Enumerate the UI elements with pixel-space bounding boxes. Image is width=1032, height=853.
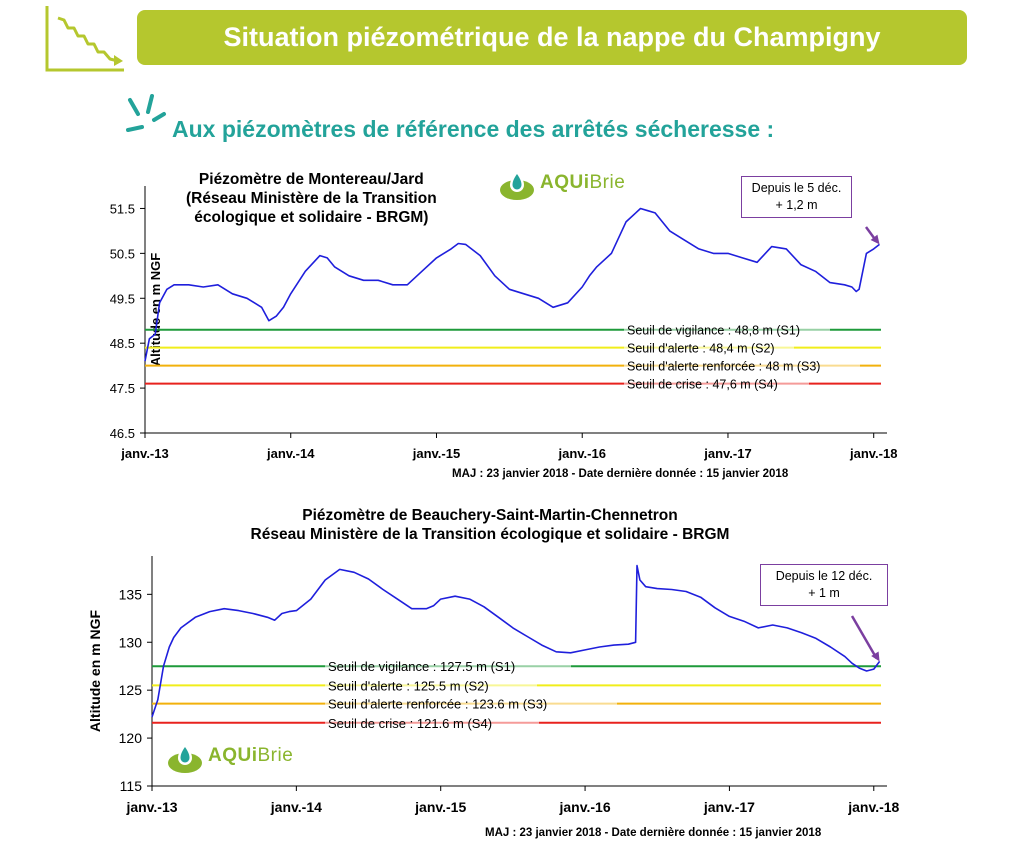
chart1-callout-line2: + 1,2 m: [775, 198, 818, 212]
chart2-callout-line1: Depuis le 12 déc.: [775, 569, 873, 583]
chart1-threshold-label-bg: [624, 357, 860, 373]
chart1-y-tick-label: 50.5: [110, 246, 135, 261]
chart2-callout-line2: + 1 m: [808, 586, 840, 600]
aquibrie-logo-text: AQUiBrie: [540, 172, 626, 193]
chart1-y-tick-label: 46.5: [110, 426, 135, 441]
chart2-y-tick-label: 135: [119, 586, 143, 602]
chart2-title: Piézomètre de Beauchery-Saint-Martin-Che…: [150, 506, 830, 544]
chart2-y-tick-label: 125: [119, 682, 143, 698]
chart1-title: Piézomètre de Montereau/Jard (Réseau Min…: [186, 170, 437, 227]
chart1-callout: Depuis le 5 déc. + 1,2 m: [741, 176, 852, 218]
chart2-threshold-label: Seuil d'alerte : 125.5 m (S2): [328, 678, 489, 693]
chart2-series-line: [151, 564, 881, 718]
chart1-y-tick-label: 49.5: [110, 291, 135, 306]
chart2-y-tick-label: 115: [120, 778, 143, 794]
chart2-threshold-label: Seuil de crise : 121.6 m (S4): [328, 716, 492, 731]
declining-graph-icon: [42, 4, 127, 79]
chart1-callout-arrowhead: [870, 234, 880, 245]
chart2-x-tick-label: janv.-18: [847, 799, 899, 815]
chart1-threshold-label-bg: [624, 339, 794, 355]
aquibrie-logo-text-2: AQUiBrie: [208, 745, 294, 766]
section-subtitle: Aux piézomètres de référence des arrêtés…: [172, 116, 775, 142]
chart2-x-tick-label: janv.-13: [125, 799, 177, 815]
chart2-threshold-label: Seuil de vigilance : 127.5 m (S1): [328, 659, 515, 674]
chart1-x-tick-label: janv.-14: [266, 446, 315, 461]
chart2-footer: MAJ : 23 janvier 2018 - Date dernière do…: [485, 827, 822, 839]
chart2-callout-arrow: [850, 615, 878, 660]
chart2-threshold-label-bg: [325, 714, 539, 730]
chart1-title-line2: (Réseau Ministère de la Transition: [186, 190, 437, 207]
chart1-x-tick-label: janv.-16: [558, 446, 606, 461]
page-title: Situation piézométrique de la nappe du C…: [223, 22, 881, 52]
chart1-y-tick-label: 47.5: [110, 381, 135, 396]
aquibrie-logo-icon-2: [168, 743, 202, 773]
aquibrie-logo: AQUiBrie: [498, 166, 625, 200]
chart2-callout-arrowhead: [871, 651, 880, 662]
chart2-y-tick-label: 130: [119, 634, 143, 650]
aquibrie-logo-icon: [500, 170, 534, 200]
chart2-title-line2: Réseau Ministère de la Transition écolog…: [250, 526, 730, 543]
chart1-y-tick-label: 48.5: [110, 336, 135, 351]
chart2-title-line1: Piézomètre de Beauchery-Saint-Martin-Che…: [302, 507, 678, 524]
chart1-title-line1: Piézomètre de Montereau/Jard: [198, 171, 424, 188]
aquibrie-logo-2: AQUiBrie: [166, 739, 293, 773]
chart1-callout-line1: Depuis le 5 déc.: [751, 181, 842, 195]
chart1-x-tick-label: janv.-15: [412, 446, 460, 461]
page-title-banner: Situation piézométrique de la nappe du C…: [137, 10, 967, 65]
chart2-threshold-label-bg: [325, 695, 617, 711]
chart2-x-tick-label: janv.-17: [703, 799, 755, 815]
chart2-x-tick-label: janv.-15: [414, 799, 466, 815]
chart1-footer: MAJ : 23 janvier 2018 - Date dernière do…: [452, 468, 789, 480]
chart1-threshold-label-bg: [624, 321, 830, 337]
chart2-x-tick-label: janv.-14: [270, 799, 322, 815]
chart1-x-tick-label: janv.-17: [703, 446, 751, 461]
chart1-threshold-label: Seuil d'alerte renforcée : 48 m (S3): [627, 360, 820, 374]
chart1-y-tick-label: 51.5: [110, 201, 135, 216]
chart2-threshold-label-bg: [325, 677, 537, 693]
chart2-threshold-label-bg: [325, 658, 571, 674]
chart1-x-tick-label: janv.-18: [849, 446, 897, 461]
chart2-y-tick-label: 120: [119, 730, 143, 746]
chart2-callout: Depuis le 12 déc. + 1 m: [760, 564, 888, 606]
chart1-threshold-label: Seuil de vigilance : 48,8 m (S1): [627, 324, 800, 338]
chart1-x-tick-label: janv.-13: [120, 446, 168, 461]
chart2-x-tick-label: janv.-16: [559, 799, 611, 815]
chart1-series-line: [144, 207, 880, 362]
chart1-threshold-label: Seuil d'alerte : 48,4 m (S2): [627, 342, 775, 356]
chart2-y-axis-label: Altitude en m NGF: [87, 610, 103, 733]
rays-icon: [118, 92, 168, 142]
chart1-threshold-label-bg: [624, 375, 809, 391]
chart1-threshold-label: Seuil de crise : 47,6 m (S4): [627, 378, 778, 392]
chart1-title-line3: écologique et solidaire - BRGM): [194, 209, 429, 226]
chart2-threshold-label: Seuil d'alerte renforcée : 123.6 m (S3): [328, 697, 547, 712]
